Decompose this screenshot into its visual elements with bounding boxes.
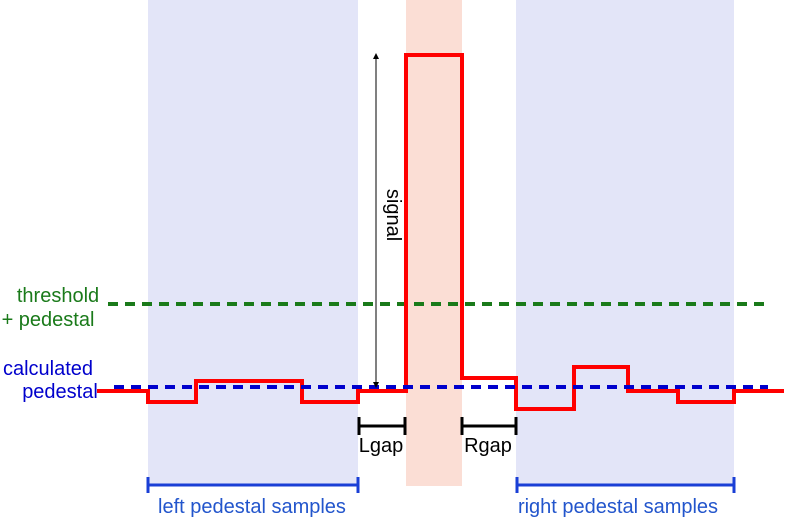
left-samples-bracket [146,477,360,493]
right-pedestal-region [516,0,734,486]
waveform-trace [97,53,784,411]
lgap-label: Lgap [359,435,404,457]
left-samples-label: left pedestal samples [158,496,346,518]
signal-label: signal [382,189,404,241]
threshold-label-line2: + pedestal [2,309,95,331]
pedestal-label-line2: pedestal [22,381,98,403]
left-pedestal-region [148,0,358,486]
pedestal-label-line1: calculated [3,358,93,380]
rgap-bracket [460,417,518,435]
right-samples-label: right pedestal samples [518,496,718,518]
signal-region [406,0,462,486]
lgap-bracket [357,417,407,435]
threshold-label-line1: threshold [17,285,99,307]
rgap-label: Rgap [464,435,512,457]
right-samples-bracket [515,477,736,493]
